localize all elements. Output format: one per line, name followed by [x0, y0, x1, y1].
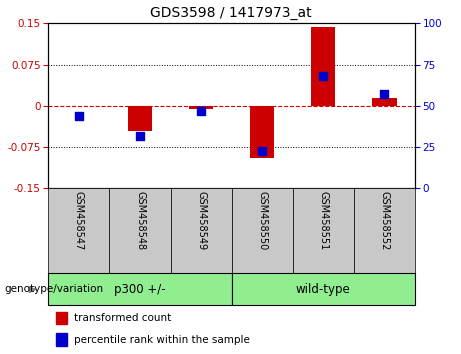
Bar — [48, 273, 231, 306]
Point — [259, 148, 266, 153]
Bar — [354, 188, 415, 273]
Bar — [372, 98, 396, 106]
Text: GDS3598 / 1417973_at: GDS3598 / 1417973_at — [150, 6, 311, 20]
Point — [136, 133, 144, 138]
Bar — [231, 273, 415, 306]
Text: wild-type: wild-type — [296, 283, 351, 296]
Point — [75, 113, 83, 119]
Text: GSM458547: GSM458547 — [74, 191, 84, 250]
Bar — [109, 188, 171, 273]
Bar — [56, 333, 67, 346]
Text: percentile rank within the sample: percentile rank within the sample — [74, 335, 250, 345]
Text: GSM458548: GSM458548 — [135, 191, 145, 250]
Bar — [171, 188, 231, 273]
Bar — [250, 106, 274, 158]
Text: GSM458550: GSM458550 — [257, 191, 267, 250]
Bar — [56, 312, 67, 324]
Text: genotype/variation: genotype/variation — [5, 285, 104, 295]
Point — [197, 108, 205, 114]
Point — [319, 73, 327, 79]
Text: GSM458552: GSM458552 — [379, 191, 390, 250]
Bar — [48, 188, 109, 273]
Text: p300 +/-: p300 +/- — [114, 283, 166, 296]
Bar — [231, 188, 293, 273]
Text: GSM458549: GSM458549 — [196, 191, 206, 250]
Bar — [128, 106, 152, 131]
Bar — [311, 27, 336, 106]
Text: transformed count: transformed count — [74, 313, 171, 323]
Text: GSM458551: GSM458551 — [318, 191, 328, 250]
Point — [381, 92, 388, 97]
Bar — [293, 188, 354, 273]
Bar — [189, 106, 213, 109]
